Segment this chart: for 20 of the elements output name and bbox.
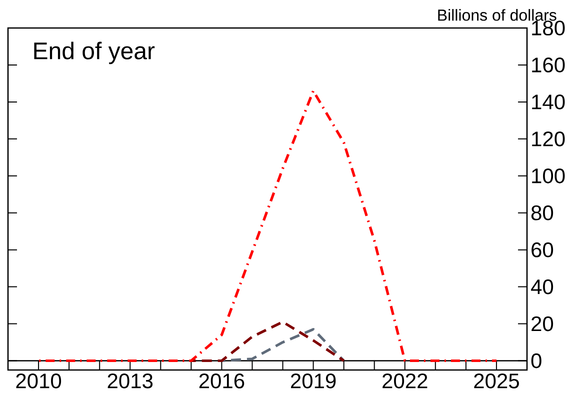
- x-tick-label: 2019: [291, 374, 336, 388]
- y-axis-title: Billions of dollars: [438, 9, 556, 21]
- y-tick-label: 100: [532, 168, 565, 184]
- y-tick-label: 80: [531, 205, 554, 220]
- x-tick-label: 2013: [108, 374, 153, 388]
- y-tick-label: 20: [532, 316, 554, 332]
- line-series: [190, 320, 346, 362]
- y-tick-label: 40: [531, 279, 554, 294]
- y-tick-label: 60: [532, 242, 554, 258]
- y-tick-label: 140: [532, 94, 565, 110]
- x-tick-label: 2025: [474, 374, 519, 388]
- x-tick-label: 2010: [16, 374, 62, 388]
- text: End of year: [34, 42, 155, 64]
- y-tick-label: 0: [531, 353, 542, 368]
- x-tick-label: 2016: [199, 374, 244, 388]
- line-series: [220, 328, 346, 362]
- y-tick-label: 120: [532, 131, 565, 146]
- y-tick-label: 180: [532, 20, 565, 36]
- y-tick-label: 160: [532, 58, 565, 72]
- x-tick-label: 2022: [382, 374, 428, 388]
